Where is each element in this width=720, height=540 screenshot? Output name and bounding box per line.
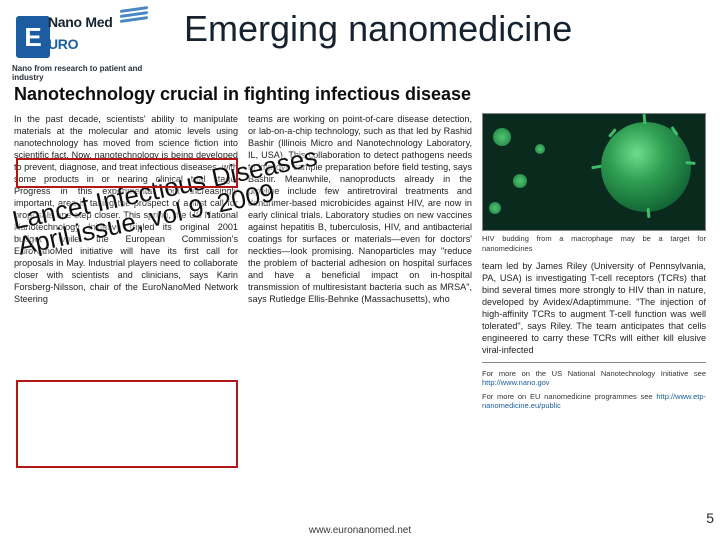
virus-particle-small	[513, 174, 527, 188]
article-col-3-text: team led by James Riley (University of P…	[482, 260, 706, 356]
footer-url: www.euronanomed.net	[0, 525, 720, 536]
article-headline: Nanotechnology crucial in fighting infec…	[14, 84, 706, 105]
figure-caption: HIV budding from a macrophage may be a t…	[482, 234, 706, 254]
hiv-micrograph-figure	[482, 113, 706, 231]
article-clipping: Nanotechnology crucial in fighting infec…	[14, 84, 706, 410]
logo-text-uro: URO	[48, 36, 78, 52]
article-col-1: In the past decade, scientists' ability …	[14, 113, 238, 410]
virus-particle-small	[535, 144, 545, 154]
virus-particle-large	[601, 122, 691, 212]
page-number: 5	[706, 510, 714, 526]
link-nano-gov[interactable]: http://www.nano.gov	[482, 378, 550, 387]
logo-e-glyph: E	[16, 16, 50, 58]
euronanomed-logo: E Nano Med URO Nano from research to pat…	[12, 8, 172, 76]
slide-header: E Nano Med URO Nano from research to pat…	[0, 0, 720, 76]
link-label-1: For more on the US National Nanotechnolo…	[482, 369, 706, 378]
logo-text-nanomed: Nano Med	[48, 14, 168, 30]
logo-tagline: Nano from research to patient and indust…	[12, 64, 172, 82]
article-col-3: HIV budding from a macrophage may be a t…	[482, 113, 706, 410]
virus-particle-small	[493, 128, 511, 146]
article-col-2: teams are working on point-of-care disea…	[248, 113, 472, 410]
external-links: For more on the US National Nanotechnolo…	[482, 369, 706, 411]
separator	[482, 362, 706, 363]
virus-particle-small	[489, 202, 501, 214]
article-columns: In the past decade, scientists' ability …	[14, 113, 706, 410]
link-label-2: For more on EU nanomedicine programmes s…	[482, 392, 653, 401]
slide-title: Emerging nanomedicine	[172, 8, 572, 48]
